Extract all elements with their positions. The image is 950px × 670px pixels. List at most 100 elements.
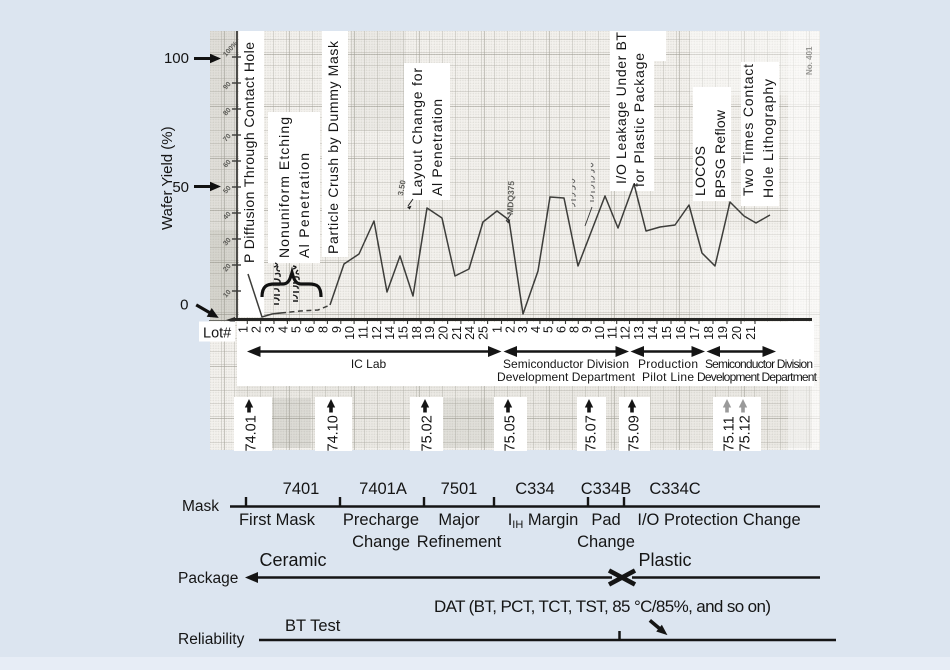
svg-text:7501: 7501 bbox=[441, 480, 478, 498]
svg-text:12: 12 bbox=[370, 326, 384, 340]
svg-text:8: 8 bbox=[567, 326, 581, 333]
svg-text:4: 4 bbox=[529, 326, 543, 333]
svg-text:100: 100 bbox=[164, 50, 189, 67]
svg-text:C334: C334 bbox=[515, 480, 554, 498]
svg-text:75.09: 75.09 bbox=[627, 415, 643, 451]
svg-text:12: 12 bbox=[619, 326, 633, 340]
svg-text:Al Penetration: Al Penetration bbox=[296, 153, 312, 258]
svg-text:Al Penetration: Al Penetration bbox=[429, 99, 445, 196]
svg-text:Layout Change for: Layout Change for bbox=[409, 68, 425, 196]
svg-text:Hole Lithography: Hole Lithography bbox=[760, 79, 776, 198]
svg-text:40: 40 bbox=[222, 211, 232, 222]
svg-text:74.10: 74.10 bbox=[326, 415, 342, 451]
svg-text:50: 50 bbox=[222, 185, 232, 196]
svg-text:75.11: 75.11 bbox=[722, 416, 738, 451]
svg-text:Plastic: Plastic bbox=[638, 550, 691, 570]
svg-text:Two Times Contact: Two Times Contact bbox=[740, 64, 756, 196]
svg-text:C334B: C334B bbox=[581, 480, 631, 498]
svg-text:1: 1 bbox=[236, 326, 250, 333]
svg-text:5: 5 bbox=[290, 326, 304, 333]
svg-text:21: 21 bbox=[744, 326, 758, 340]
svg-text:Wafer Yield (%): Wafer Yield (%) bbox=[159, 126, 176, 230]
svg-text:15: 15 bbox=[660, 326, 674, 340]
svg-text:50: 50 bbox=[172, 179, 189, 196]
svg-text:2: 2 bbox=[503, 326, 517, 333]
svg-text:Production: Production bbox=[638, 357, 698, 371]
svg-text:11: 11 bbox=[356, 326, 370, 339]
svg-text:Lot#: Lot# bbox=[203, 326, 231, 342]
svg-text:3: 3 bbox=[263, 326, 277, 333]
svg-text:14: 14 bbox=[383, 326, 397, 340]
svg-text:P Diffusion Through Contact Ho: P Diffusion Through Contact Hole bbox=[241, 42, 257, 263]
svg-text:Semiconductor Division: Semiconductor Division bbox=[705, 357, 813, 371]
svg-text:5: 5 bbox=[542, 326, 556, 333]
svg-text:75.07: 75.07 bbox=[584, 415, 600, 451]
svg-text:Mask: Mask bbox=[182, 498, 219, 515]
svg-text:13: 13 bbox=[632, 326, 646, 340]
svg-text:30: 30 bbox=[222, 237, 232, 248]
svg-text:70: 70 bbox=[222, 133, 232, 144]
svg-text:74.01: 74.01 bbox=[244, 415, 260, 451]
svg-text:24: 24 bbox=[463, 326, 477, 340]
svg-text:18: 18 bbox=[410, 326, 424, 340]
svg-text:C334C: C334C bbox=[649, 480, 700, 498]
svg-text:8: 8 bbox=[316, 326, 330, 333]
svg-text:7401A: 7401A bbox=[359, 480, 407, 498]
svg-text:20: 20 bbox=[437, 326, 451, 340]
svg-text:IC Lab: IC Lab bbox=[351, 357, 387, 371]
svg-text:First Mask: First Mask bbox=[239, 511, 316, 529]
svg-text:80: 80 bbox=[222, 107, 232, 118]
svg-text:Change: Change bbox=[352, 533, 410, 551]
svg-text:3: 3 bbox=[516, 326, 530, 333]
svg-text:19: 19 bbox=[423, 326, 437, 340]
svg-text:LOCOS: LOCOS bbox=[692, 146, 708, 196]
svg-text:6: 6 bbox=[555, 326, 569, 333]
svg-text:Pilot Line: Pilot Line bbox=[642, 370, 694, 384]
svg-text:Nonuniform Etching: Nonuniform Etching bbox=[276, 117, 292, 258]
svg-text:Ceramic: Ceramic bbox=[259, 550, 326, 570]
svg-text:6: 6 bbox=[303, 326, 317, 333]
svg-text:10: 10 bbox=[593, 326, 607, 340]
svg-text:4: 4 bbox=[276, 326, 290, 333]
svg-text:20: 20 bbox=[222, 263, 232, 274]
svg-text:9: 9 bbox=[580, 326, 594, 333]
svg-text:Refinement: Refinement bbox=[417, 533, 502, 551]
svg-text:MDQ375: MDQ375 bbox=[505, 180, 516, 215]
svg-text:Semiconductor Division: Semiconductor Division bbox=[503, 357, 629, 371]
svg-text:10: 10 bbox=[222, 289, 232, 300]
svg-text:75.12: 75.12 bbox=[738, 415, 754, 451]
svg-text:I/O Leakage Under BT: I/O Leakage Under BT bbox=[613, 32, 629, 184]
svg-text:I/O Protection Change: I/O Protection Change bbox=[637, 511, 800, 529]
svg-text:25: 25 bbox=[477, 326, 491, 340]
svg-text:14: 14 bbox=[646, 326, 660, 340]
svg-text:Major: Major bbox=[438, 511, 480, 529]
svg-text:Precharge: Precharge bbox=[343, 511, 419, 529]
svg-text:1: 1 bbox=[491, 326, 505, 333]
svg-text:BPSG Reflow: BPSG Reflow bbox=[712, 109, 728, 198]
svg-text:Change: Change bbox=[577, 533, 635, 551]
svg-text:9: 9 bbox=[330, 326, 344, 333]
svg-text:11: 11 bbox=[606, 326, 620, 339]
svg-text:16: 16 bbox=[674, 326, 688, 340]
svg-text:for Plastic Package: for Plastic Package bbox=[631, 53, 647, 187]
svg-text:0: 0 bbox=[180, 297, 188, 314]
svg-text:10: 10 bbox=[343, 326, 357, 340]
svg-text:Development Department: Development Department bbox=[497, 370, 636, 384]
svg-text:Reliability: Reliability bbox=[178, 631, 245, 648]
svg-text:3.50: 3.50 bbox=[396, 179, 408, 196]
svg-text:Pad: Pad bbox=[591, 511, 620, 529]
svg-text:20: 20 bbox=[730, 326, 744, 340]
svg-text:Particle Crush by Dummy Mask: Particle Crush by Dummy Mask bbox=[325, 40, 341, 254]
svg-text:60: 60 bbox=[222, 159, 232, 170]
svg-text:Development Department: Development Department bbox=[697, 370, 818, 384]
svg-text:75.05: 75.05 bbox=[503, 415, 519, 451]
svg-text:BT Test: BT Test bbox=[285, 617, 341, 635]
svg-text:No. 401: No. 401 bbox=[805, 46, 814, 75]
svg-text:15: 15 bbox=[397, 326, 411, 340]
svg-text:Package: Package bbox=[178, 570, 238, 587]
svg-text:7401: 7401 bbox=[283, 480, 320, 498]
svg-text:IIH Margin: IIH Margin bbox=[508, 511, 579, 531]
svg-text:DAT (BT, PCT, TCT, TST, 85 °C/: DAT (BT, PCT, TCT, TST, 85 °C/85%, and s… bbox=[434, 597, 771, 616]
svg-text:2: 2 bbox=[250, 326, 264, 333]
svg-text:90: 90 bbox=[222, 81, 232, 92]
